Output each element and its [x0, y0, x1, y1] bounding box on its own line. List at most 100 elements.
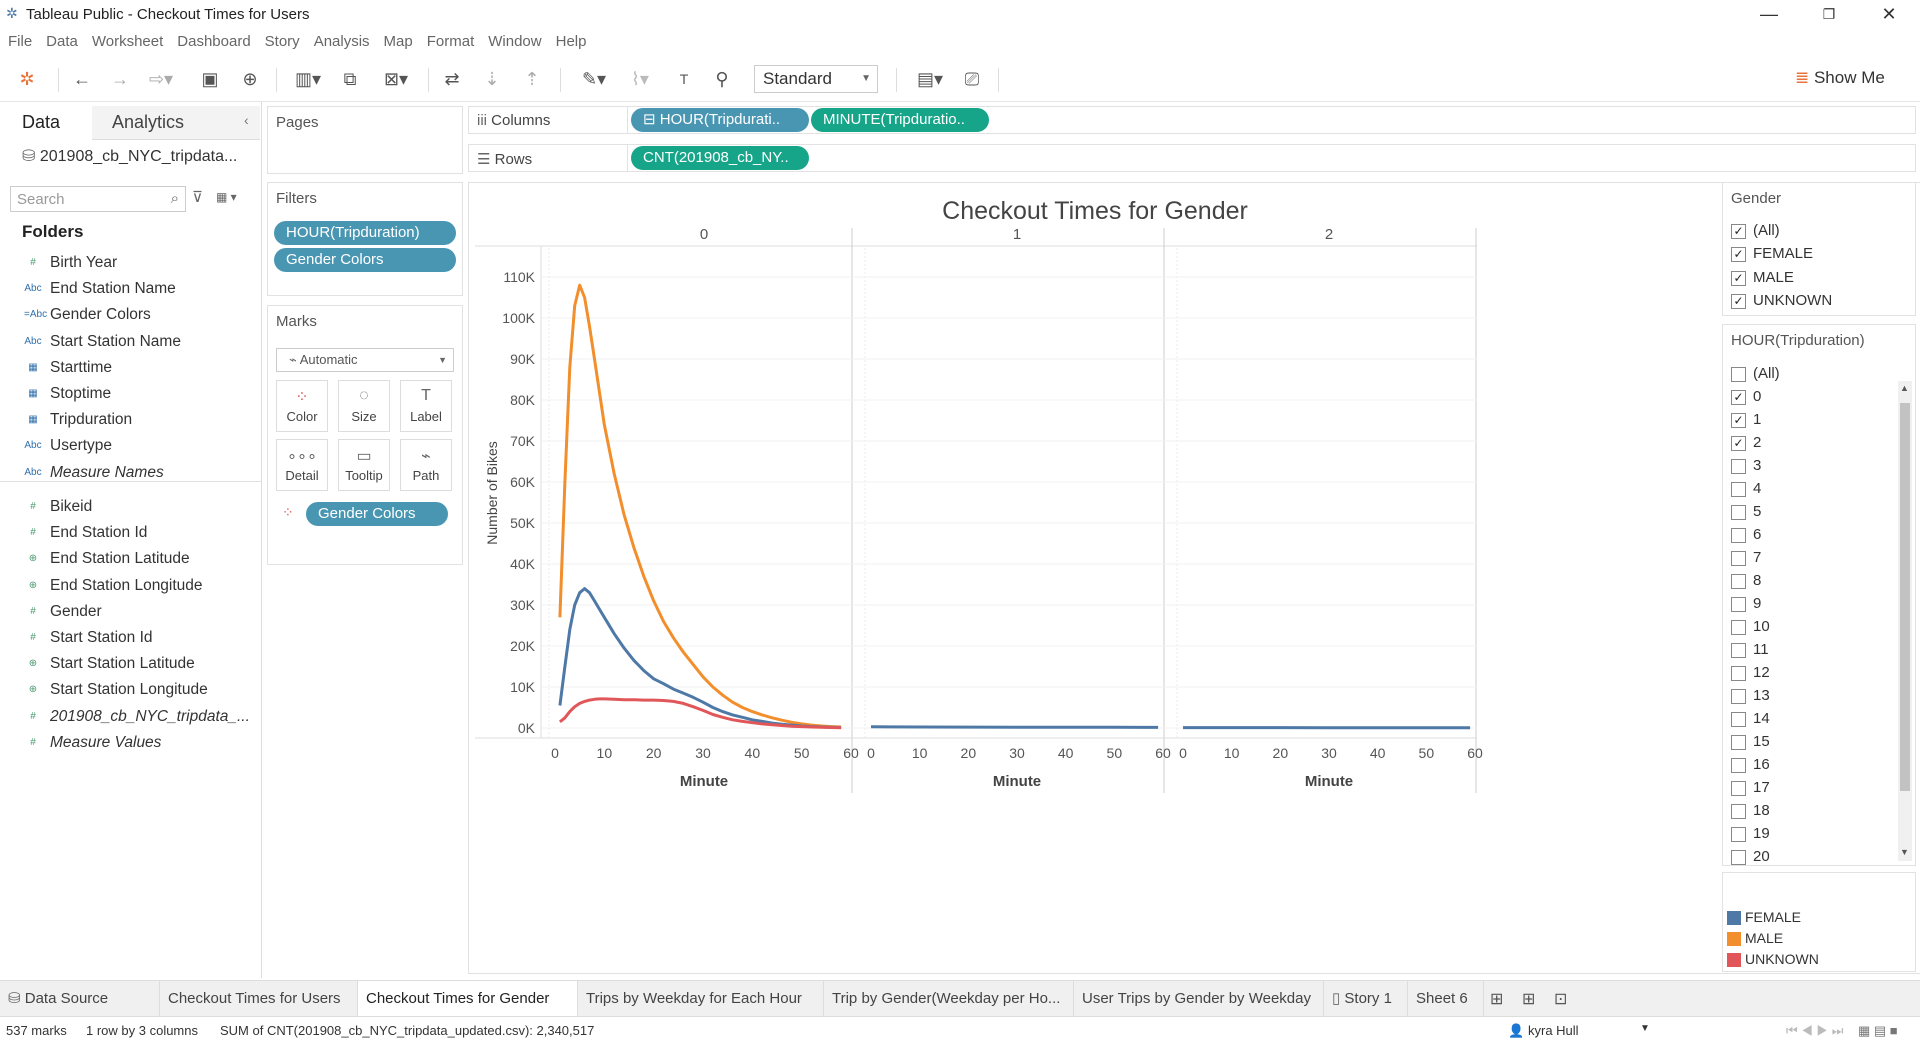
close-button[interactable]: ✕ — [1881, 4, 1897, 24]
marks-size-button[interactable]: ◌ Size — [338, 380, 390, 432]
new-datasource-icon[interactable]: ⊕ — [242, 69, 258, 89]
new-story-icon[interactable]: ⊡ — [1554, 991, 1568, 1008]
field-item[interactable]: # Birth Year — [0, 250, 260, 276]
tab-checkout-users[interactable]: Checkout Times for Users — [160, 981, 358, 1017]
field-item[interactable]: ▦ Tripduration — [0, 407, 260, 433]
field-item[interactable]: =Abc Gender Colors — [0, 302, 260, 328]
hour-filter-checkbox[interactable]: ✓ — [1731, 436, 1746, 451]
columns-pill-minute[interactable]: MINUTE(Tripduratio.. — [811, 108, 989, 132]
sheet-nav-icon[interactable]: ⏮ ◀ ▶ ⏭ — [1786, 1023, 1844, 1038]
sort-asc-icon[interactable]: ⇣ — [484, 69, 500, 89]
new-worksheet-icon[interactable]: ▥▾ — [294, 69, 322, 89]
hour-filter-checkbox[interactable] — [1731, 551, 1746, 566]
field-item[interactable]: ▦ Starttime — [0, 355, 260, 381]
tab-data-source[interactable]: ⛁ Data Source — [0, 981, 160, 1017]
filter-fields-icon[interactable]: ⊽ — [192, 189, 203, 206]
tab-checkout-gender[interactable]: Checkout Times for Gender — [358, 981, 578, 1017]
field-item[interactable]: # Start Station Id — [0, 625, 260, 651]
duplicate-sheet-icon[interactable]: ⧉ — [343, 69, 357, 89]
replay-icon[interactable]: ⇨▾ — [148, 69, 174, 89]
rows-pill-cnt[interactable]: CNT(201908_cb_NY.. — [631, 146, 809, 170]
fit-mode-select[interactable]: Standard ▼ — [754, 65, 878, 93]
tab-user-trips-gender[interactable]: User Trips by Gender by Weekday — [1074, 981, 1324, 1017]
collapse-pane-icon[interactable]: ‹ — [244, 112, 249, 128]
hour-filter-checkbox[interactable]: ✓ — [1731, 413, 1746, 428]
hour-filter-checkbox[interactable] — [1731, 597, 1746, 612]
menu-file[interactable]: File — [8, 33, 33, 50]
line-chart[interactable]: Checkout Times for Gender 0K 10K 20K 30K 40K 5… — [469, 183, 1721, 975]
show-labels-icon[interactable]: T — [679, 71, 689, 87]
legend-swatch[interactable] — [1727, 932, 1741, 946]
pages-card[interactable]: Pages — [267, 106, 463, 174]
redo-icon[interactable]: → — [111, 69, 129, 89]
menu-help[interactable]: Help — [555, 33, 587, 50]
field-item[interactable]: ⊕ Start Station Latitude — [0, 651, 260, 677]
group-icon[interactable]: ⌇▾ — [631, 69, 649, 89]
hour-filter-checkbox[interactable] — [1731, 666, 1746, 681]
new-worksheet-icon[interactable]: ⊞ — [1490, 991, 1504, 1008]
menu-analysis[interactable]: Analysis — [313, 33, 370, 50]
hour-filter-checkbox[interactable] — [1731, 804, 1746, 819]
hour-filter-checkbox[interactable] — [1731, 827, 1746, 842]
marks-pill-gender-colors[interactable]: Gender Colors — [306, 502, 448, 526]
clear-sheet-icon[interactable]: ⊠▾ — [383, 69, 409, 89]
tab-analytics[interactable]: Analytics — [112, 112, 185, 132]
filters-card[interactable]: Filters HOUR(Tripduration) Gender Colors — [267, 182, 463, 296]
hour-filter-scrollbar[interactable]: ▲ ▼ — [1898, 381, 1912, 861]
viz-area[interactable]: Checkout Times for Gender 0K 10K 20K 30K 40K 5… — [468, 182, 1920, 974]
hour-filter-checkbox[interactable] — [1731, 781, 1746, 796]
menu-map[interactable]: Map — [383, 33, 413, 50]
rows-shelf[interactable]: ☰ Rows CNT(201908_cb_NY.. — [468, 144, 1916, 172]
marks-path-button[interactable]: ⌁ Path — [400, 439, 452, 491]
swap-icon[interactable]: ⇄ — [444, 69, 460, 89]
pin-icon[interactable]: ⚲ — [715, 69, 729, 89]
field-item[interactable]: ⊕ End Station Longitude — [0, 573, 260, 599]
tab-story-1[interactable]: ▯ Story 1 — [1324, 981, 1408, 1017]
hour-filter-checkbox[interactable] — [1731, 850, 1746, 865]
menu-dashboard[interactable]: Dashboard — [177, 33, 251, 50]
tab-trip-gender-weekday[interactable]: Trip by Gender(Weekday per Ho... — [824, 981, 1074, 1017]
sort-desc-icon[interactable]: ⇡ — [524, 69, 540, 89]
field-item[interactable]: ⊕ End Station Latitude — [0, 546, 260, 572]
legend-swatch[interactable] — [1727, 953, 1741, 967]
gender-filter-checkbox[interactable]: ✓ — [1731, 270, 1746, 286]
marks-detail-button[interactable]: ∘∘∘ Detail — [276, 439, 328, 491]
menu-worksheet[interactable]: Worksheet — [91, 33, 164, 50]
hour-filter-checkbox[interactable] — [1731, 482, 1746, 497]
scroll-thumb[interactable] — [1900, 403, 1910, 791]
hour-filter-checkbox[interactable] — [1731, 459, 1746, 474]
field-item[interactable]: Abc Measure Names — [0, 460, 260, 486]
field-item[interactable]: # Bikeid — [0, 494, 260, 520]
filter-pill-gender-colors[interactable]: Gender Colors — [274, 248, 456, 272]
field-item[interactable]: # End Station Id — [0, 520, 260, 546]
gender-filter-checkbox[interactable]: ✓ — [1731, 293, 1746, 309]
hour-filter-checkbox[interactable] — [1731, 528, 1746, 543]
gender-filter-checkbox[interactable]: ✓ — [1731, 247, 1746, 263]
restore-button[interactable]: ❐ — [1822, 6, 1836, 22]
menu-format[interactable]: Format — [426, 33, 475, 50]
field-item[interactable]: Abc Start Station Name — [0, 329, 260, 355]
hour-filter-checkbox[interactable] — [1731, 735, 1746, 750]
datasource-item[interactable]: ⛁ 201908_cb_NYC_tripdata... — [22, 146, 237, 166]
marks-tooltip-button[interactable]: ▭ Tooltip — [338, 439, 390, 491]
columns-pill-hour[interactable]: ⊟ HOUR(Tripdurati.. — [631, 108, 809, 132]
menu-data[interactable]: Data — [46, 33, 78, 50]
menu-window[interactable]: Window — [488, 33, 542, 50]
scroll-up-icon[interactable]: ▲ — [1900, 383, 1909, 393]
hour-filter-checkbox[interactable] — [1731, 758, 1746, 773]
highlight-icon[interactable]: ✎▾ — [581, 69, 607, 89]
legend-swatch[interactable] — [1727, 911, 1741, 925]
sheet-sorter-icon[interactable]: ▦ ▤ ■ — [1858, 1023, 1898, 1038]
user-menu-chevron-icon[interactable]: ▼ — [1640, 1023, 1650, 1034]
hour-filter-checkbox[interactable] — [1731, 574, 1746, 589]
show-cards-icon[interactable]: ▤▾ — [916, 69, 944, 89]
tab-sheet-6[interactable]: Sheet 6 — [1408, 981, 1484, 1017]
save-icon[interactable]: ▣ — [201, 69, 219, 89]
presentation-icon[interactable]: ⎚ — [964, 69, 980, 89]
minimize-button[interactable]: — — [1760, 4, 1778, 24]
menu-story[interactable]: Story — [264, 33, 300, 50]
field-item[interactable]: Abc End Station Name — [0, 276, 260, 302]
hour-filter-checkbox[interactable] — [1731, 367, 1746, 382]
field-item[interactable]: Abc Usertype — [0, 433, 260, 459]
field-item[interactable]: #201908_cb_NYC_tripdata_... — [0, 704, 260, 730]
